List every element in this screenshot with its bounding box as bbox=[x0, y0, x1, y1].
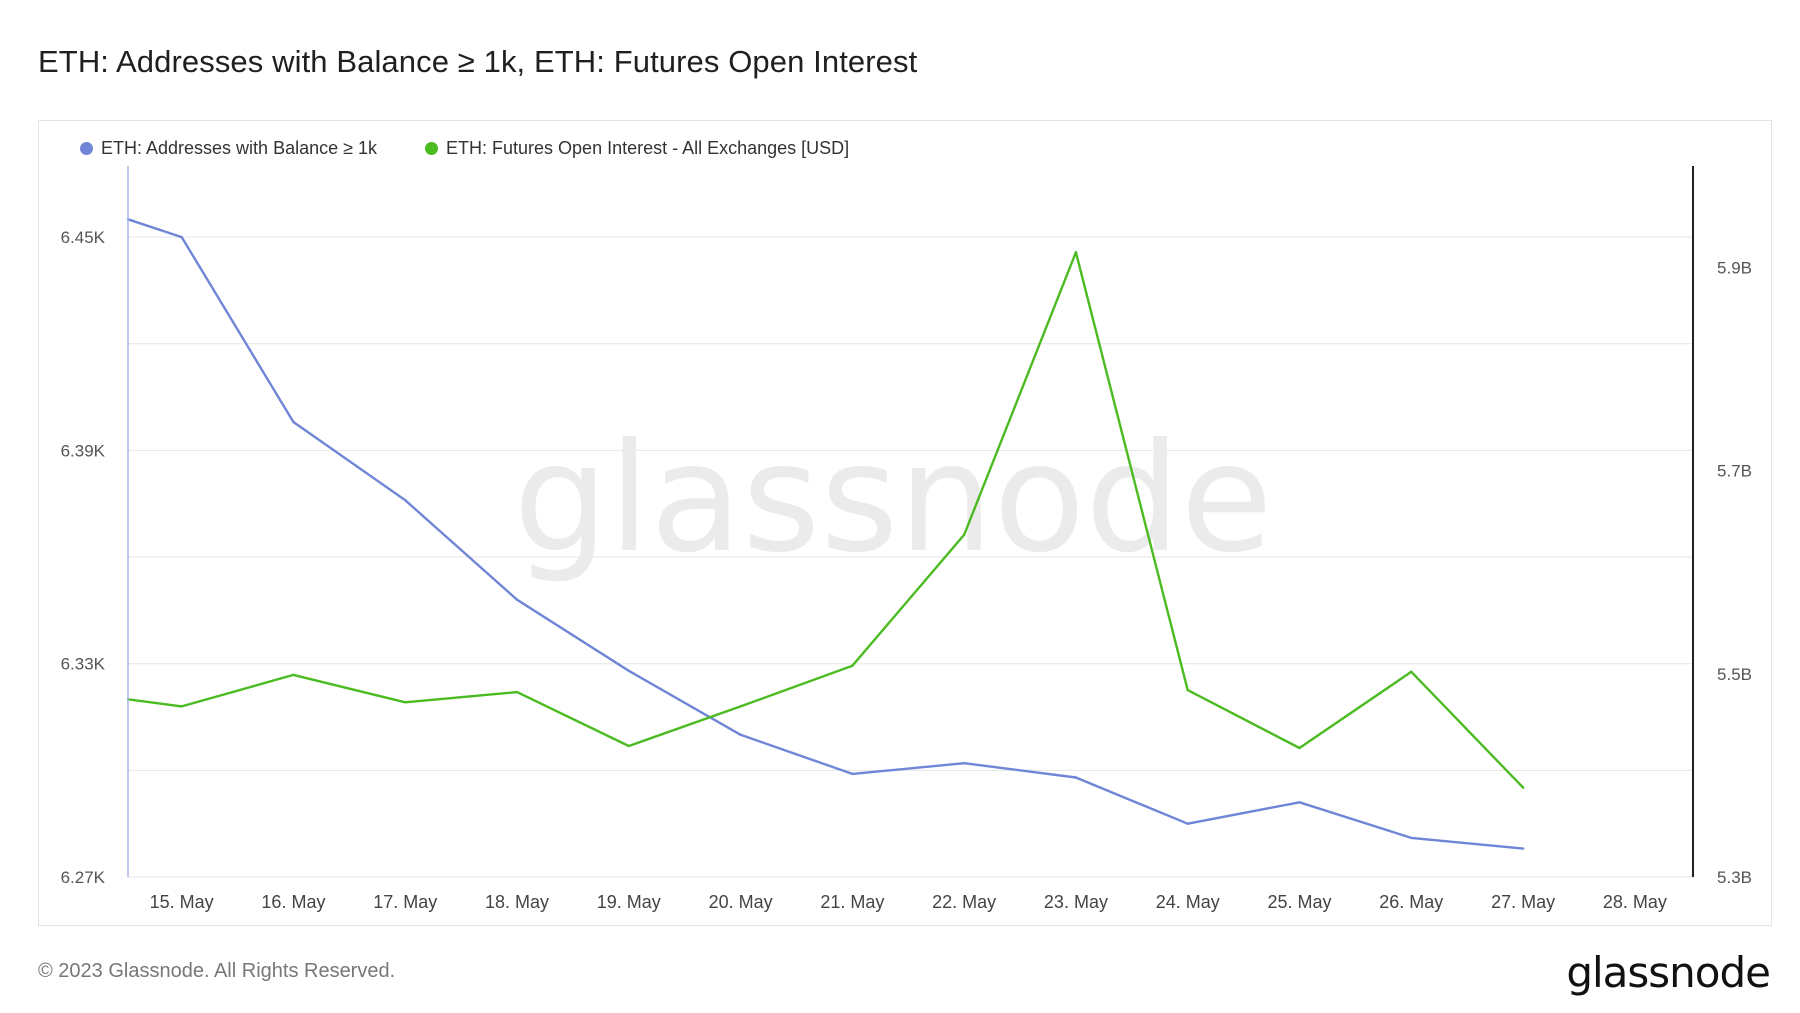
x-tick-label: 25. May bbox=[1267, 892, 1331, 912]
x-tick-label: 16. May bbox=[261, 892, 325, 912]
data-point-open-interest bbox=[180, 705, 183, 708]
legend-item-open-interest[interactable]: ETH: Futures Open Interest - All Exchang… bbox=[425, 138, 849, 159]
y-right-tick-label: 5.3B bbox=[1717, 868, 1752, 887]
data-point-addresses bbox=[1521, 847, 1525, 850]
y-left-tick-label: 6.33K bbox=[61, 655, 106, 674]
y-left-tick-label: 6.45K bbox=[61, 228, 106, 247]
data-point-open-interest bbox=[627, 744, 630, 748]
series-line-addresses bbox=[126, 218, 1525, 850]
data-point-addresses bbox=[627, 669, 630, 673]
data-point-open-interest bbox=[1521, 786, 1525, 789]
y-left-tick-label: 6.39K bbox=[61, 441, 106, 460]
x-tick-label: 23. May bbox=[1044, 892, 1108, 912]
data-point-open-interest bbox=[739, 705, 742, 708]
y-right-tick-label: 5.9B bbox=[1717, 259, 1752, 278]
x-tick-label: 17. May bbox=[373, 892, 437, 912]
series-line-open-interest bbox=[126, 251, 1525, 789]
series-lines bbox=[126, 218, 1525, 850]
x-tick-label: 27. May bbox=[1491, 892, 1555, 912]
data-point-addresses bbox=[515, 598, 519, 601]
data-point-addresses bbox=[1410, 836, 1413, 840]
chart-legend: ETH: Addresses with Balance ≥ 1k ETH: Fu… bbox=[80, 138, 849, 159]
legend-label-open-interest: ETH: Futures Open Interest - All Exchang… bbox=[446, 138, 850, 158]
data-point-addresses bbox=[962, 762, 966, 765]
legend-label-addresses: ETH: Addresses with Balance ≥ 1k bbox=[101, 138, 378, 158]
y-right-tick-label: 5.5B bbox=[1717, 665, 1752, 684]
legend-dot-addresses bbox=[80, 142, 93, 155]
x-tick-label: 21. May bbox=[820, 892, 884, 912]
legend-dot-open-interest bbox=[425, 142, 439, 155]
y-right-tick-label: 5.7B bbox=[1717, 462, 1752, 481]
x-tick-label: 24. May bbox=[1156, 892, 1220, 912]
data-point-addresses bbox=[739, 733, 742, 736]
data-point-open-interest bbox=[404, 701, 407, 704]
copyright-text: © 2023 Glassnode. All Rights Reserved. bbox=[38, 960, 396, 982]
data-point-addresses bbox=[851, 772, 854, 776]
x-tick-label: 26. May bbox=[1379, 892, 1443, 912]
axes: 6.27K 6.33K 6.39K 6.45K 5.3B 5.5B 5.7B 5.9B 15. … bbox=[61, 166, 1752, 912]
chart-panel bbox=[38, 120, 1772, 926]
data-point-addresses bbox=[180, 235, 183, 239]
data-point-addresses bbox=[404, 498, 407, 502]
grid-lines bbox=[128, 236, 1693, 878]
data-point-addresses bbox=[292, 420, 295, 424]
data-point-addresses bbox=[1074, 776, 1078, 779]
x-tick-label: 20. May bbox=[709, 892, 773, 912]
x-tick-label: 28. May bbox=[1603, 892, 1667, 912]
y-left-tick-label: 6.27K bbox=[61, 868, 106, 887]
x-tick-label: 18. May bbox=[485, 892, 549, 912]
data-point-addresses bbox=[1298, 801, 1301, 804]
data-point-open-interest bbox=[1186, 688, 1189, 692]
data-point-open-interest bbox=[292, 673, 295, 677]
data-point-open-interest bbox=[851, 664, 854, 667]
data-point-open-interest bbox=[962, 533, 966, 536]
page-title: ETH: Addresses with Balance ≥ 1k, ETH: F… bbox=[38, 44, 918, 79]
data-point-open-interest bbox=[1410, 670, 1413, 674]
glassnode-logo[interactable]: glassnode bbox=[1566, 948, 1771, 997]
x-tick-label: 15. May bbox=[150, 892, 214, 912]
x-tick-label: 22. May bbox=[932, 892, 996, 912]
legend-item-addresses[interactable]: ETH: Addresses with Balance ≥ 1k bbox=[80, 138, 377, 159]
data-point-addresses bbox=[1186, 822, 1189, 825]
data-point-open-interest bbox=[1074, 251, 1078, 254]
data-point-open-interest bbox=[1298, 746, 1301, 750]
data-point-open-interest bbox=[515, 690, 519, 694]
x-tick-label: 19. May bbox=[597, 892, 661, 912]
watermark-text: glassnode bbox=[513, 412, 1272, 586]
